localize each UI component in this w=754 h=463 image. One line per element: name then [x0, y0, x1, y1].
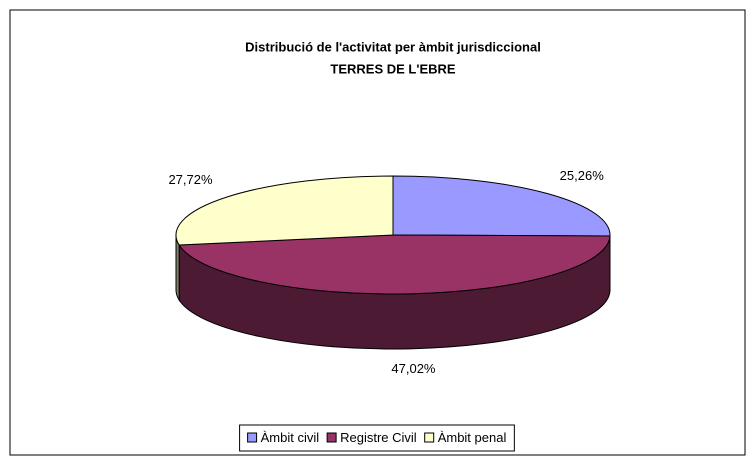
data-label: 27,72%	[168, 172, 213, 187]
legend-label: Àmbit penal	[438, 430, 507, 445]
chart-title: Distribució de l'activitat per àmbit jur…	[245, 39, 541, 54]
slice	[175, 175, 394, 246]
legend-swatch	[247, 432, 258, 443]
chart-subtitle: TERRES DE L'EBRE	[330, 61, 455, 76]
legend-swatch	[424, 432, 435, 443]
legend-box	[239, 424, 515, 452]
legend-swatch	[326, 432, 337, 443]
legend: Àmbit civil Registre Civil Àmbit penal	[239, 424, 515, 452]
legend-label: Registre Civil	[340, 430, 417, 445]
slice	[178, 234, 611, 295]
data-label: 47,02%	[391, 361, 436, 376]
legend-label: Àmbit civil	[261, 430, 320, 445]
data-label: 25,26%	[560, 168, 605, 183]
slice	[392, 175, 611, 237]
